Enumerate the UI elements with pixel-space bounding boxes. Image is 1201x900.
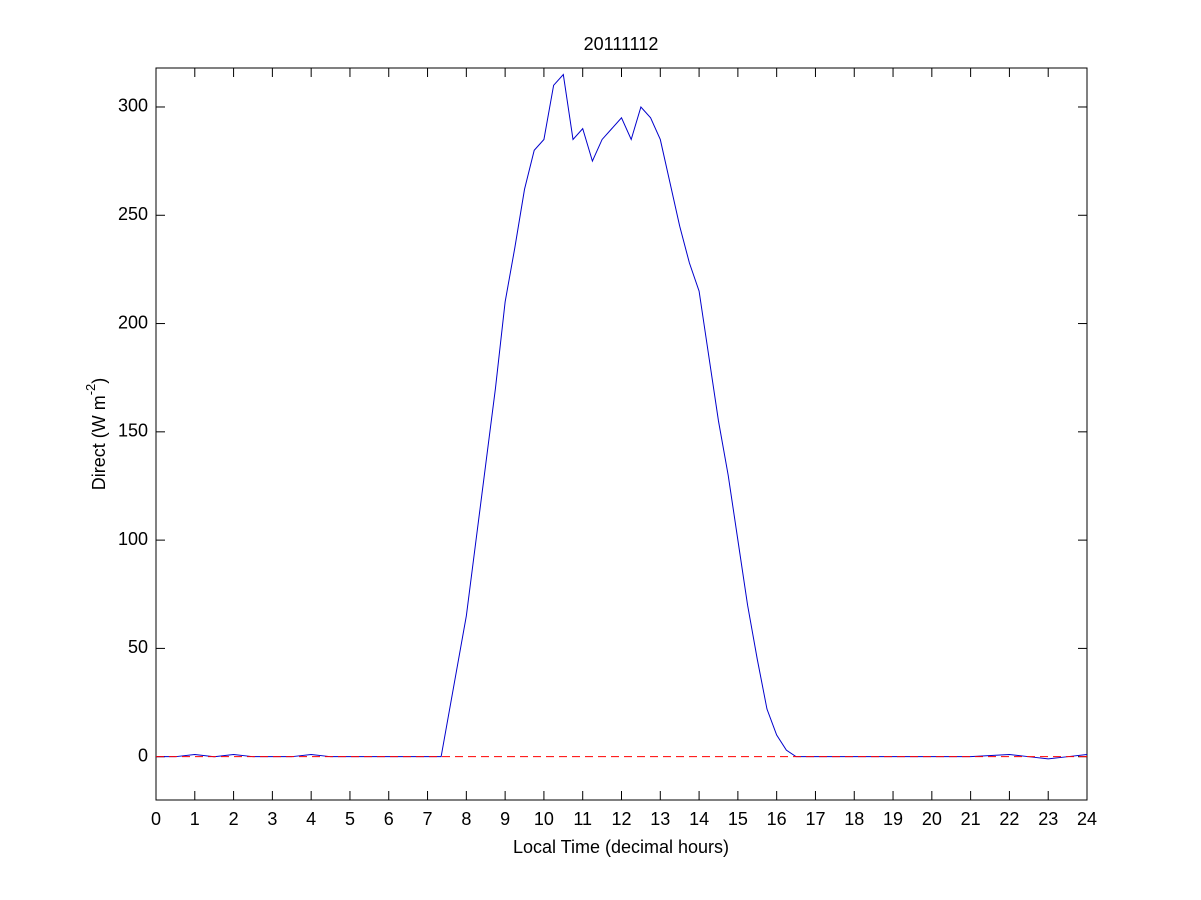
y-label-sup: -2 [83, 384, 98, 396]
x-tick-label: 16 [767, 809, 787, 829]
x-tick-label: 21 [961, 809, 981, 829]
x-tick-label: 12 [611, 809, 631, 829]
x-tick-label: 0 [151, 809, 161, 829]
y-axis-label: Direct (W m-2) [83, 378, 108, 491]
plot-area [155, 67, 1088, 801]
x-tick-label: 6 [384, 809, 394, 829]
y-tick-label: 200 [118, 312, 148, 332]
x-tick-label: 17 [805, 809, 825, 829]
x-tick-label: 23 [1038, 809, 1058, 829]
y-label-part: ) [89, 378, 109, 384]
x-tick-label: 2 [229, 809, 239, 829]
y-tick-label: 0 [138, 745, 148, 765]
x-tick-label: 11 [573, 809, 592, 829]
x-tick-label: 20 [922, 809, 942, 829]
y-tick-label: 150 [118, 421, 148, 441]
x-tick-label: 10 [534, 809, 554, 829]
x-axis-label: Local Time (decimal hours) [513, 837, 729, 857]
y-label-part: Direct (W m [89, 395, 109, 490]
y-tick-label: 50 [128, 637, 148, 657]
y-tick-label: 300 [118, 96, 148, 116]
x-tick-label: 18 [844, 809, 864, 829]
x-tick-label: 5 [345, 809, 355, 829]
y-tick-label: 250 [118, 204, 148, 224]
x-tick-label: 3 [267, 809, 277, 829]
x-tick-label: 8 [461, 809, 471, 829]
x-tick-label: 24 [1077, 809, 1097, 829]
chart-title: 20111112 [584, 34, 659, 54]
x-tick-label: 15 [728, 809, 748, 829]
x-tick-label: 13 [650, 809, 670, 829]
y-tick-label: 100 [118, 529, 148, 549]
x-tick-label: 19 [883, 809, 903, 829]
x-tick-label: 1 [190, 809, 200, 829]
x-tick-label: 4 [306, 809, 316, 829]
x-tick-label: 7 [423, 809, 433, 829]
x-tick-label: 22 [999, 809, 1019, 829]
x-tick-label: 9 [500, 809, 510, 829]
x-tick-label: 14 [689, 809, 709, 829]
